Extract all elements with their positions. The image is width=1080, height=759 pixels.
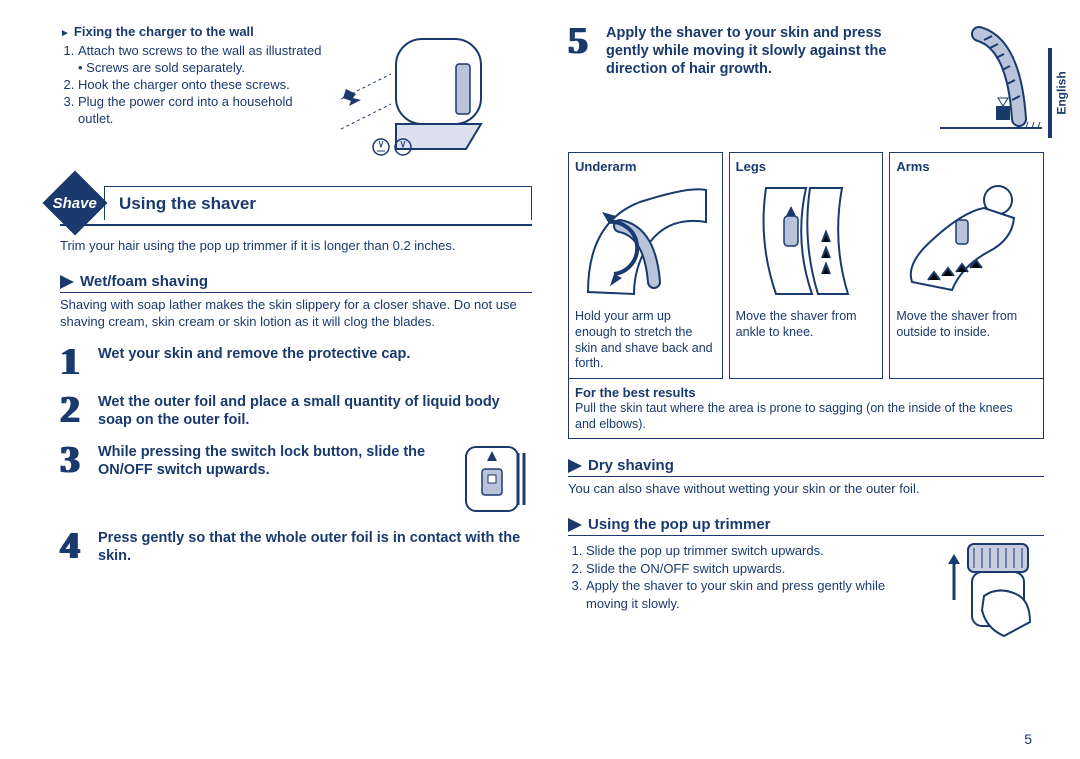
step-4-text: Press gently so that the whole outer foi…	[98, 529, 532, 565]
popup-step-2: Slide the ON/OFF switch upwards.	[586, 560, 926, 578]
step-3-text: While pressing the switch lock button, s…	[98, 443, 442, 479]
charger-step-1-text: Attach two screws to the wall as illustr…	[78, 43, 322, 58]
step-2: 2 Wet the outer foil and place a small q…	[60, 393, 532, 429]
popup-step-1: Slide the pop up trimmer switch upwards.	[586, 542, 926, 560]
area-legs-title: Legs	[736, 159, 877, 175]
step-4: 4 Press gently so that the whole outer f…	[60, 529, 532, 565]
area-arms-illustration	[896, 181, 1037, 301]
popup-heading: Using the pop up trimmer	[568, 516, 1044, 536]
charger-step-2: Hook the charger onto these screws.	[78, 77, 328, 94]
banner-title: Using the shaver	[104, 186, 532, 220]
wet-heading: Wet/foam shaving	[60, 273, 532, 293]
step-5: 5 Apply the shaver to your skin and pres…	[568, 24, 1044, 134]
language-tab: English	[1048, 48, 1072, 138]
charger-step-1: Attach two screws to the wall as illustr…	[78, 43, 328, 77]
step-5-illustration	[934, 24, 1044, 134]
left-column: Fixing the charger to the wall Attach tw…	[60, 24, 532, 749]
step-3-number: 3	[60, 443, 88, 477]
step-2-text: Wet the outer foil and place a small qua…	[98, 393, 532, 429]
switch-illustration	[452, 443, 532, 515]
dry-heading: Dry shaving	[568, 457, 1044, 477]
popup-section: Slide the pop up trimmer switch upwards.…	[568, 536, 1044, 646]
step-1-text: Wet your skin and remove the protective …	[98, 345, 410, 363]
popup-steps-list: Slide the pop up trimmer switch upwards.…	[586, 542, 926, 612]
step-5-number: 5	[568, 24, 596, 58]
step-3: 3 While pressing the switch lock button,…	[60, 443, 532, 515]
areas-row: Underarm Hold your arm up enough to stre…	[568, 152, 1044, 379]
charger-illustration	[336, 24, 496, 164]
intro-text: Trim your hair using the pop up trimmer …	[60, 238, 532, 255]
area-underarm-illustration	[575, 181, 716, 301]
wet-body: Shaving with soap lather makes the skin …	[60, 297, 532, 331]
banner-tag-label: Shave	[53, 194, 97, 211]
best-results-text: Pull the skin taut where the area is pro…	[575, 401, 1037, 432]
area-underarm-text: Hold your arm up enough to stretch the s…	[575, 309, 716, 372]
step-1-number: 1	[60, 345, 88, 379]
step-1: 1 Wet your skin and remove the protectiv…	[60, 345, 532, 379]
charger-steps-list: Attach two screws to the wall as illustr…	[78, 43, 328, 127]
page-container: Fixing the charger to the wall Attach tw…	[0, 0, 1080, 759]
area-underarm: Underarm Hold your arm up enough to stre…	[568, 152, 723, 379]
area-arms-title: Arms	[896, 159, 1037, 175]
charger-section: Fixing the charger to the wall Attach tw…	[60, 24, 532, 164]
right-column: 5 Apply the shaver to your skin and pres…	[568, 24, 1044, 749]
section-banner: Shave Using the shaver	[60, 182, 532, 226]
page-number: 5	[1024, 731, 1032, 747]
charger-heading: Fixing the charger to the wall	[60, 24, 328, 39]
language-tab-label: English	[1055, 71, 1069, 114]
area-arms-text: Move the shaver from outside to inside.	[896, 309, 1037, 340]
area-underarm-title: Underarm	[575, 159, 716, 175]
area-legs-illustration	[736, 181, 877, 301]
best-results-title: For the best results	[575, 385, 1037, 401]
best-results-box: For the best results Pull the skin taut …	[568, 379, 1044, 440]
step-4-number: 4	[60, 529, 88, 563]
popup-step-3: Apply the shaver to your skin and press …	[586, 577, 926, 612]
step-5-text: Apply the shaver to your skin and press …	[606, 24, 924, 78]
popup-illustration	[934, 536, 1044, 646]
area-arms: Arms Move the shaver from outside to ins…	[889, 152, 1044, 379]
area-legs-text: Move the shaver from ankle to knee.	[736, 309, 877, 340]
step-2-number: 2	[60, 393, 88, 427]
charger-note: Screws are sold separately.	[78, 60, 328, 77]
charger-step-3: Plug the power cord into a household out…	[78, 94, 328, 128]
banner-tag-diamond: Shave	[42, 170, 107, 235]
dry-text: You can also shave without wetting your …	[568, 481, 1044, 498]
area-legs: Legs Move the shaver from ankle to knee.	[729, 152, 884, 379]
